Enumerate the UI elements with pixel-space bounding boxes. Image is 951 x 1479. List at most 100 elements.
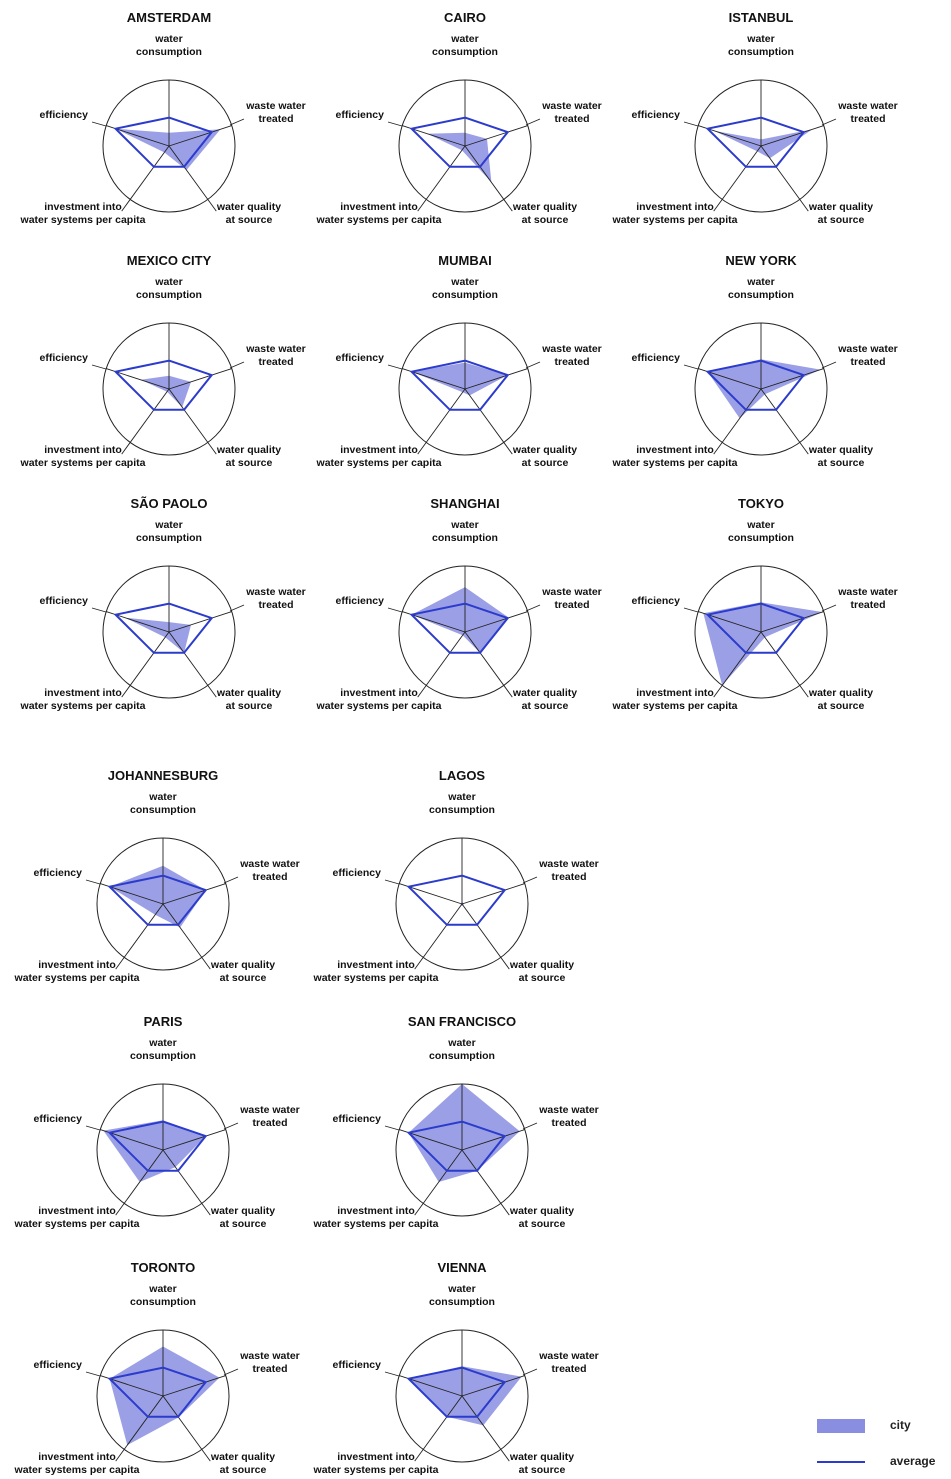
radar-vienna: VIENNA water consumption waste water treated… (313, 1260, 599, 1476)
average-outline-san-francisco (406, 1120, 507, 1172)
axis-label-investment-into-water-systems-per-capita: investment into water systems per capita (316, 444, 442, 469)
axis-leader-efficiency (683, 607, 699, 613)
axis-spoke-waste-water-treated (168, 368, 232, 390)
axis-spoke-waste-water-treated (168, 611, 232, 633)
axis-label-water-quality-at-source: water quality at source (509, 959, 574, 984)
axis-spoke-water-quality-at-source (461, 903, 510, 970)
city-area-vienna (408, 1366, 522, 1426)
axis-leader-waste-water-treated (525, 604, 541, 612)
axis-spoke-water-quality-at-source (760, 631, 809, 698)
axis-spoke-water-quality-at-source (162, 903, 211, 970)
axis-leader-waste-water-treated (821, 118, 837, 126)
city-area-mexico-city (140, 375, 191, 408)
axis-leader-efficiency (91, 121, 107, 127)
radar-lagos: LAGOS water consumption waste water treated w… (313, 768, 599, 984)
average-outline-johannesburg (107, 874, 208, 926)
axis-label-investment-into-water-systems-per-capita: investment into water systems per capita (20, 201, 146, 226)
axis-label-water-quality-at-source: water quality at source (509, 1205, 574, 1230)
axis-spoke-water-quality-at-source (168, 145, 217, 212)
axis-leader-efficiency (85, 1371, 101, 1377)
city-area-amsterdam (115, 128, 221, 170)
radar-amsterdam: AMSTERDAM water consumption waste water trea… (20, 10, 306, 226)
axis-leader-efficiency (85, 1125, 101, 1131)
axis-label-water-consumption: water consumption (432, 33, 498, 58)
axis-spoke-investment-into-water-systems-per-capita (417, 145, 466, 212)
average-outline-mumbai (409, 359, 510, 411)
axis-spoke-investment-into-water-systems-per-capita (414, 1395, 463, 1462)
axis-label-waste-water-treated: waste water treated (541, 100, 602, 125)
chart-title-san-francisco: SAN FRANCISCO (408, 1014, 516, 1029)
axis-spoke-water-quality-at-source (464, 145, 513, 212)
axis-label-water-consumption: water consumption (728, 276, 794, 301)
axis-label-water-consumption: water consumption (130, 1037, 196, 1062)
axis-label-efficiency: efficiency (632, 109, 681, 121)
axis-label-water-consumption: water consumption (429, 1037, 495, 1062)
axis-label-efficiency: efficiency (40, 352, 89, 364)
axis-spoke-waste-water-treated (461, 1129, 525, 1151)
chart-title-shanghai: SHANGHAI (430, 496, 499, 511)
axis-label-water-consumption: water consumption (136, 33, 202, 58)
chart-title-johannesburg: JOHANNESBURG (108, 768, 219, 783)
axis-label-efficiency: efficiency (336, 109, 385, 121)
chart-title-vienna: VIENNA (437, 1260, 487, 1275)
axis-label-water-quality-at-source: water quality at source (210, 1205, 275, 1230)
axis-label-water-consumption: water consumption (429, 1283, 495, 1308)
axis-label-water-quality-at-source: water quality at source (210, 1451, 275, 1476)
axis-leader-efficiency (91, 364, 107, 370)
axis-label-waste-water-treated: waste water treated (538, 1104, 599, 1129)
city-area-johannesburg (109, 865, 206, 928)
axis-spoke-investment-into-water-systems-per-capita (414, 1149, 463, 1216)
chart-title-amsterdam: AMSTERDAM (127, 10, 212, 25)
axis-spoke-water-quality-at-source (168, 631, 217, 698)
axis-leader-efficiency (384, 1371, 400, 1377)
axis-label-water-consumption: water consumption (728, 33, 794, 58)
axis-leader-efficiency (683, 121, 699, 127)
axis-leader-efficiency (91, 607, 107, 613)
axis-leader-waste-water-treated (522, 876, 538, 884)
axis-leader-waste-water-treated (229, 604, 245, 612)
axis-label-waste-water-treated: waste water treated (245, 586, 306, 611)
axis-label-water-quality-at-source: water quality at source (512, 201, 577, 226)
axis-label-waste-water-treated: waste water treated (541, 586, 602, 611)
axis-label-investment-into-water-systems-per-capita: investment into water systems per capita (14, 1451, 140, 1476)
axis-label-water-consumption: water consumption (432, 519, 498, 544)
axis-spoke-investment-into-water-systems-per-capita (121, 388, 170, 455)
axis-spoke-waste-water-treated (162, 883, 226, 905)
axis-leader-efficiency (387, 607, 403, 613)
axis-label-efficiency: efficiency (333, 867, 382, 879)
average-outline-new-york (705, 359, 806, 411)
axis-spoke-waste-water-treated (168, 125, 232, 147)
axis-label-waste-water-treated: waste water treated (837, 343, 898, 368)
axis-label-efficiency: efficiency (632, 595, 681, 607)
axis-spoke-waste-water-treated (760, 611, 824, 633)
axis-spoke-water-quality-at-source (461, 1395, 510, 1462)
chart-title-paris: PARIS (144, 1014, 183, 1029)
legend-swatch-average (817, 1461, 865, 1463)
axis-spoke-investment-into-water-systems-per-capita (414, 903, 463, 970)
axis-label-water-quality-at-source: water quality at source (210, 959, 275, 984)
axis-spoke-waste-water-treated (760, 125, 824, 147)
chart-title-tokyo: TOKYO (738, 496, 784, 511)
axis-leader-waste-water-treated (223, 876, 239, 884)
axis-spoke-investment-into-water-systems-per-capita (121, 631, 170, 698)
radar-cairo: CAIRO water consumption waste water treated w… (316, 10, 602, 226)
axis-label-investment-into-water-systems-per-capita: investment into water systems per capita (612, 201, 738, 226)
radar-paris: PARIS water consumption waste water treated w… (14, 1014, 300, 1230)
axis-leader-waste-water-treated (525, 118, 541, 126)
radar-istanbul: ISTANBUL water consumption waste water treat… (612, 10, 898, 226)
axis-spoke-water-quality-at-source (162, 1395, 211, 1462)
axis-label-waste-water-treated: waste water treated (245, 343, 306, 368)
axis-spoke-water-quality-at-source (760, 145, 809, 212)
axis-spoke-investment-into-water-systems-per-capita (115, 1149, 164, 1216)
axis-label-water-quality-at-source: water quality at source (509, 1451, 574, 1476)
axis-spoke-investment-into-water-systems-per-capita (115, 903, 164, 970)
axis-label-waste-water-treated: waste water treated (239, 858, 300, 883)
axis-label-efficiency: efficiency (34, 1359, 83, 1371)
axis-label-water-quality-at-source: water quality at source (216, 687, 281, 712)
city-area-istanbul (713, 129, 813, 159)
axis-spoke-investment-into-water-systems-per-capita (713, 388, 762, 455)
axis-spoke-water-quality-at-source (464, 388, 513, 455)
axis-spoke-waste-water-treated (162, 1375, 226, 1397)
axis-label-water-quality-at-source: water quality at source (216, 201, 281, 226)
city-area-new-york (707, 359, 821, 419)
